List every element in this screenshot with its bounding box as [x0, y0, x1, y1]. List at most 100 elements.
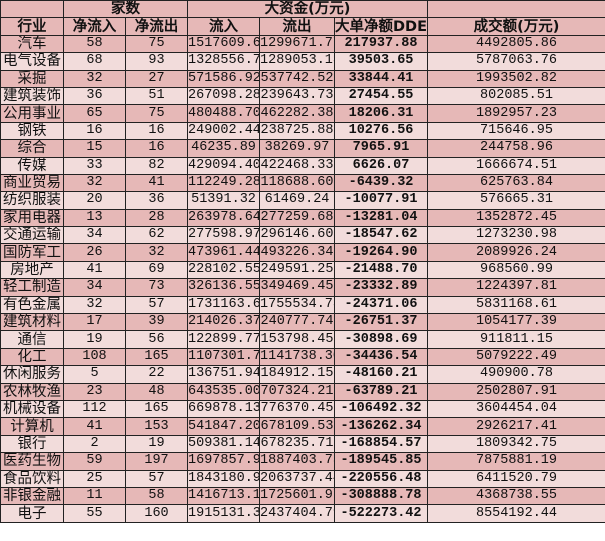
cell-net-outflow-count: 73	[125, 278, 188, 297]
cell-dde: -24371.06	[334, 295, 428, 315]
cell-industry: 公用事业	[0, 104, 64, 123]
cell-inflow: 1107301.76	[187, 347, 260, 367]
cell-net-outflow-count: 22	[125, 365, 188, 384]
cell-net-inflow-count: 112	[63, 399, 126, 419]
cell-inflow: 136751.94	[187, 365, 260, 384]
cell-outflow: 296146.60	[259, 226, 335, 245]
cell-industry: 食品饮料	[0, 469, 64, 488]
cell-net-outflow-count: 165	[125, 399, 188, 419]
table-row: 综合 15 16 46235.89 38269.97 7965.91 244758.96	[0, 139, 605, 158]
cell-net-inflow-count: 68	[63, 52, 126, 71]
table-row: 家用电器 13 28 263978.64 277259.68 -13281.04 13528…	[0, 208, 605, 228]
cell-industry: 电气设备	[0, 52, 64, 71]
cell-inflow: 541847.20	[187, 417, 260, 436]
cell-net-outflow-count: 16	[125, 121, 188, 141]
cell-outflow: 277259.68	[259, 208, 335, 228]
cell-dde: -106492.32	[334, 399, 428, 419]
cell-dde: -30898.69	[334, 330, 428, 349]
cell-outflow: 422468.33	[259, 156, 335, 175]
cell-turnover: 244758.96	[427, 139, 605, 158]
cell-outflow: 349469.45	[259, 278, 335, 297]
cell-inflow: 122899.77	[187, 330, 260, 349]
cell-net-outflow-count: 82	[125, 156, 188, 175]
cell-net-outflow-count: 93	[125, 52, 188, 71]
cell-outflow: 1141738.30	[259, 347, 335, 367]
table-row: 汽车58751517609.651299671.77217937.8844928…	[0, 34, 605, 54]
cell-net-outflow-count: 160	[125, 504, 188, 523]
cell-net-inflow-count: 32	[63, 295, 126, 315]
cell-net-outflow-count: 75	[125, 34, 188, 54]
cell-dde: -63789.21	[334, 382, 428, 401]
col-header-outflow: 流出	[259, 17, 335, 36]
col-header-industry: 行业	[0, 17, 64, 36]
cell-outflow: 153798.45	[259, 330, 335, 349]
cell-inflow: 51391.32	[187, 191, 260, 210]
cell-dde: 27454.55	[334, 86, 428, 106]
cell-inflow: 228102.55	[187, 260, 260, 280]
cell-outflow: 1755534.73	[259, 295, 335, 315]
table-row: 机械设备 112 165 669878.13 776370.45 -106492.32 36…	[0, 399, 605, 419]
cell-net-inflow-count: 34	[63, 226, 126, 245]
cell-net-outflow-count: 16	[125, 139, 188, 158]
cell-dde: -136262.34	[334, 417, 428, 436]
cell-inflow: 112249.28	[187, 173, 260, 193]
cell-turnover: 4368738.55	[427, 486, 605, 506]
cell-net-inflow-count: 36	[63, 86, 126, 106]
cell-net-inflow-count: 15	[63, 139, 126, 158]
cell-outflow: 493226.34	[259, 243, 335, 262]
cell-inflow: 480488.70	[187, 104, 260, 123]
cell-inflow: 326136.55	[187, 278, 260, 297]
cell-net-outflow-count: 28	[125, 208, 188, 228]
cell-inflow: 509381.14	[187, 434, 260, 454]
table-row: 农林牧渔 23 48 643535.00 707324.21 -63789.21 25028…	[0, 382, 605, 401]
cell-inflow: 1915131.37	[187, 504, 260, 523]
cell-dde: 18206.31	[334, 104, 428, 123]
cell-net-outflow-count: 32	[125, 243, 188, 262]
cell-turnover: 5079222.49	[427, 347, 605, 367]
cell-inflow: 473961.44	[187, 243, 260, 262]
cell-turnover: 2089926.24	[427, 243, 605, 262]
cell-net-outflow-count: 48	[125, 382, 188, 401]
cell-net-inflow-count: 19	[63, 330, 126, 349]
cell-dde: 10276.56	[334, 121, 428, 141]
cell-turnover: 3604454.04	[427, 399, 605, 419]
table-row: 房地产 41 69 228102.55 249591.25 -21488.70 968560…	[0, 260, 605, 280]
cell-dde: -48160.21	[334, 365, 428, 384]
cell-turnover: 968560.99	[427, 260, 605, 280]
col-header-dde: 大单净额DDE	[334, 17, 428, 36]
cell-industry: 钢铁	[0, 121, 64, 141]
cell-net-inflow-count: 59	[63, 452, 126, 471]
cell-industry: 休闲服务	[0, 365, 64, 384]
cell-net-outflow-count: 51	[125, 86, 188, 106]
table-row: 建筑装饰 36 51 267098.28 239643.73 27454.55 802085…	[0, 86, 605, 106]
cell-net-inflow-count: 58	[63, 34, 126, 54]
cell-industry: 采掘	[0, 69, 64, 88]
table-row: 医药生物591971697857.911887403.75-189545.857…	[0, 452, 605, 471]
cell-dde: -23332.89	[334, 278, 428, 297]
cell-outflow: 1299671.77	[259, 34, 335, 54]
cell-outflow: 1289053.13	[259, 52, 335, 71]
table-row: 公用事业 65 75 480488.70 462282.38 18206.31 189295…	[0, 104, 605, 123]
group-header-count: 家数	[63, 0, 188, 19]
cell-net-inflow-count: 23	[63, 382, 126, 401]
cell-industry: 电子	[0, 504, 64, 523]
cell-industry: 非银金融	[0, 486, 64, 506]
cell-dde: -522273.42	[334, 504, 428, 523]
cell-dde: -19264.90	[334, 243, 428, 262]
cell-net-inflow-count: 17	[63, 313, 126, 332]
table-row: 休闲服务 5 22 136751.94 184912.15 -48160.21 490900…	[0, 365, 605, 384]
cell-turnover: 1892957.23	[427, 104, 605, 123]
table-row: 电子551601915131.372437404.79-522273.42855…	[0, 504, 605, 523]
col-header-turnover: 成交额(万元)	[427, 17, 605, 36]
cell-net-inflow-count: 32	[63, 69, 126, 88]
cell-outflow: 678109.53	[259, 417, 335, 436]
cell-inflow: 1517609.65	[187, 34, 260, 54]
cell-net-outflow-count: 153	[125, 417, 188, 436]
cell-net-inflow-count: 41	[63, 417, 126, 436]
cell-net-inflow-count: 32	[63, 173, 126, 193]
cell-net-inflow-count: 108	[63, 347, 126, 367]
cell-dde: -189545.85	[334, 452, 428, 471]
cell-turnover: 5787063.76	[427, 52, 605, 71]
cell-industry: 农林牧渔	[0, 382, 64, 401]
cell-inflow: 267098.28	[187, 86, 260, 106]
